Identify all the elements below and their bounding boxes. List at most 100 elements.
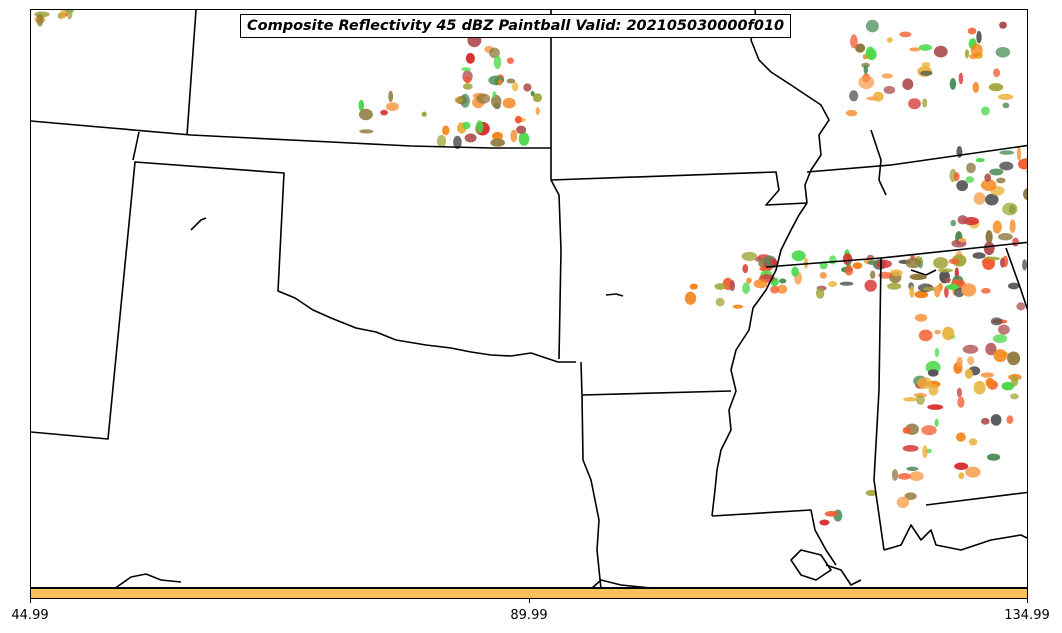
reflectivity-blob bbox=[958, 72, 964, 85]
border-ar-la bbox=[580, 361, 732, 396]
reflectivity-blob bbox=[973, 192, 986, 205]
reflectivity-blob bbox=[828, 281, 837, 288]
reflectivity-blob bbox=[902, 445, 919, 452]
reflectivity-blob bbox=[506, 78, 516, 84]
reflectivity-blob bbox=[1000, 257, 1005, 268]
reflectivity-blob bbox=[965, 176, 974, 183]
reflectivity-blob bbox=[864, 279, 877, 292]
reflectivity-blob bbox=[842, 253, 853, 266]
reflectivity-blob bbox=[462, 83, 473, 90]
reflectivity-blob bbox=[956, 356, 963, 368]
reflectivity-blob bbox=[973, 380, 986, 395]
reflectivity-blob bbox=[684, 291, 697, 305]
reflectivity-blob bbox=[999, 21, 1007, 29]
reflectivity-blob bbox=[849, 90, 859, 102]
reflectivity-blob bbox=[878, 271, 893, 279]
reflectivity-blob bbox=[981, 259, 994, 264]
reflectivity-blob bbox=[985, 377, 995, 388]
reflectivity-blob bbox=[386, 102, 399, 112]
reflectivity-blob bbox=[934, 347, 940, 358]
reflectivity-blob bbox=[1018, 158, 1027, 170]
reflectivity-blob bbox=[896, 496, 910, 509]
reflectivity-blob bbox=[815, 287, 825, 299]
reflectivity-blob bbox=[956, 387, 963, 398]
reflectivity-blob bbox=[948, 258, 960, 265]
reflectivity-blob bbox=[746, 277, 752, 284]
reflectivity-blob bbox=[916, 395, 925, 405]
reflectivity-blob bbox=[865, 489, 877, 497]
border-ms-al bbox=[873, 257, 885, 551]
reflectivity-blob bbox=[359, 129, 374, 134]
reflectivity-blob bbox=[502, 97, 516, 109]
reflectivity-blob bbox=[998, 324, 1010, 335]
reflectivity-blob bbox=[964, 368, 974, 379]
reflectivity-blob bbox=[742, 264, 749, 274]
reflectivity-blob bbox=[844, 265, 854, 276]
reflectivity-blob bbox=[753, 279, 768, 289]
reflectivity-blob bbox=[997, 233, 1013, 241]
reflectivity-blob bbox=[937, 268, 954, 273]
reflectivity-blob bbox=[863, 64, 868, 75]
reflectivity-blob bbox=[927, 369, 939, 377]
reflectivity-blob bbox=[992, 334, 1008, 343]
reflectivity-blob bbox=[944, 277, 951, 284]
reflectivity-blob bbox=[956, 180, 969, 192]
reflectivity-blob bbox=[865, 46, 875, 60]
reflectivity-blob bbox=[819, 272, 827, 279]
reflectivity-blob bbox=[865, 19, 879, 33]
reflectivity-blob bbox=[358, 99, 365, 112]
reflectivity-blob bbox=[918, 44, 933, 51]
reflectivity-blob bbox=[965, 466, 981, 478]
reflectivity-blob bbox=[791, 250, 806, 262]
reflectivity-blob bbox=[908, 98, 921, 110]
reflectivity-blob bbox=[512, 82, 519, 92]
reflectivity-blob bbox=[1009, 219, 1016, 233]
reflectivity-blob bbox=[903, 397, 918, 402]
border-co-west-vertical bbox=[186, 10, 197, 136]
border-mo-ar bbox=[550, 171, 808, 206]
reflectivity-blob bbox=[870, 270, 876, 279]
reflectivity-blob bbox=[1010, 393, 1019, 400]
reflectivity-blob bbox=[776, 284, 788, 294]
reflectivity-blob bbox=[914, 313, 928, 322]
reflectivity-blob bbox=[1023, 188, 1027, 201]
reflectivity-blob bbox=[902, 78, 914, 90]
reflectivity-blob bbox=[969, 54, 977, 60]
reflectivity-paintball-layer bbox=[34, 10, 1027, 526]
reflectivity-blob bbox=[436, 134, 447, 148]
reflectivity-blob bbox=[819, 519, 830, 526]
colorbar-tick-label-max: 134.99 bbox=[1004, 608, 1050, 623]
reflectivity-blob bbox=[514, 115, 522, 124]
reflectivity-blob bbox=[887, 282, 902, 290]
reflectivity-blob bbox=[966, 162, 976, 174]
reflectivity-blob bbox=[769, 257, 775, 266]
reflectivity-blob bbox=[981, 106, 990, 116]
reflectivity-blob bbox=[689, 283, 698, 290]
mississippi-delta bbox=[825, 564, 862, 586]
reflectivity-blob bbox=[953, 172, 960, 182]
reflectivity-blob bbox=[492, 91, 497, 99]
mississippi-river bbox=[711, 10, 830, 517]
reflectivity-blob bbox=[985, 342, 997, 356]
border-ms-la-south bbox=[711, 509, 837, 566]
reflectivity-blob bbox=[714, 283, 726, 290]
reflectivity-blob bbox=[506, 57, 514, 64]
reflectivity-blob bbox=[855, 43, 866, 53]
reflectivity-blob bbox=[1012, 237, 1019, 247]
reflectivity-blob bbox=[909, 273, 925, 280]
reflectivity-blob bbox=[858, 75, 875, 90]
map-panel bbox=[30, 9, 1028, 588]
reflectivity-blob bbox=[498, 79, 503, 86]
reflectivity-blob bbox=[928, 384, 939, 396]
reflectivity-blob bbox=[388, 90, 394, 103]
reflectivity-blob bbox=[516, 125, 527, 134]
reflectivity-blob bbox=[981, 417, 990, 425]
reflectivity-blob bbox=[899, 31, 912, 38]
reflectivity-blob bbox=[934, 285, 941, 298]
reflectivity-blob bbox=[958, 238, 967, 243]
border-fl bbox=[925, 491, 1027, 506]
reflectivity-blob bbox=[729, 280, 736, 292]
map-title: Composite Reflectivity 45 dBZ Paintball … bbox=[240, 14, 792, 38]
reflectivity-blob bbox=[975, 158, 985, 163]
reflectivity-blob bbox=[920, 70, 933, 76]
